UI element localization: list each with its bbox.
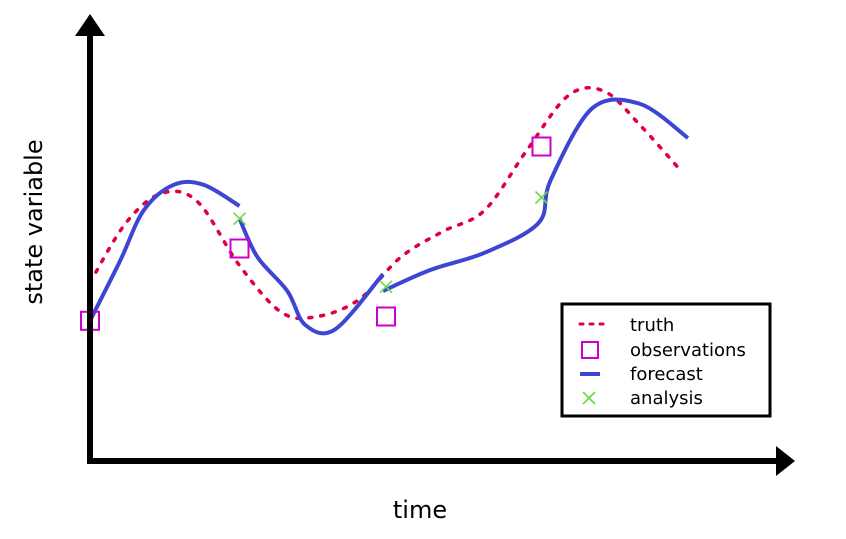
markers-layer [81, 138, 551, 330]
curves-layer [90, 88, 688, 334]
observation-marker-4 [533, 138, 551, 156]
observation-marker-3 [377, 308, 395, 326]
legend-label-truth: truth [630, 315, 674, 336]
legend: truth observations forecast analysis [562, 304, 770, 416]
legend-label-analysis: analysis [630, 388, 703, 409]
x-axis-arrow-icon [776, 446, 795, 476]
y-axis-arrow-icon [75, 14, 105, 36]
legend-label-forecast: forecast [630, 364, 703, 385]
legend-label-observations: observations [630, 340, 746, 361]
truth-curve [90, 88, 682, 319]
y-axis-label: state variable [20, 139, 48, 304]
x-axis-label: time [393, 496, 447, 524]
forecast-curve-1 [90, 182, 240, 321]
